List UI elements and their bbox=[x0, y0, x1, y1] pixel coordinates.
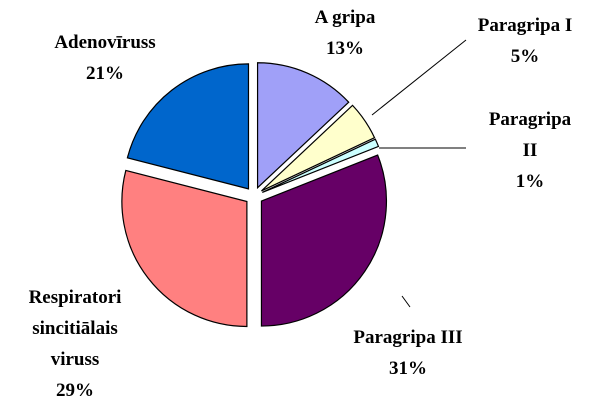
slice-label: A gripa 13% bbox=[285, 2, 405, 64]
value-label: 29% bbox=[56, 380, 94, 401]
slice-label: Paragripa III 31% bbox=[353, 322, 463, 384]
pie-slice bbox=[121, 169, 248, 328]
leader-line bbox=[401, 295, 411, 308]
slice-label: Respiratori sincitiālais viruss 29% bbox=[15, 282, 135, 406]
category-label: Paragripa III bbox=[353, 327, 463, 348]
category-label: A gripa bbox=[314, 7, 376, 28]
category-label: Adenovīruss bbox=[54, 32, 156, 53]
slice-label: Paragripa II 1% bbox=[480, 104, 580, 197]
pie-slice bbox=[256, 62, 350, 190]
category-label: Respiratori sincitiālais viruss bbox=[28, 287, 122, 370]
slice-label: Paragripa I 5% bbox=[445, 10, 605, 72]
category-label: Paragripa I bbox=[477, 15, 573, 36]
pie-slice bbox=[261, 104, 376, 192]
value-label: 1% bbox=[515, 171, 545, 192]
value-label: 13% bbox=[326, 38, 364, 59]
value-label: 31% bbox=[389, 358, 427, 379]
value-label: 5% bbox=[510, 46, 540, 67]
category-label: Paragripa II bbox=[488, 109, 572, 161]
pie-slice bbox=[260, 154, 388, 327]
leader-line bbox=[371, 39, 467, 116]
pie-slice bbox=[262, 138, 380, 193]
pie-slice bbox=[126, 63, 250, 190]
value-label: 21% bbox=[86, 63, 124, 84]
slice-label: Adenovīruss 21% bbox=[25, 27, 185, 89]
